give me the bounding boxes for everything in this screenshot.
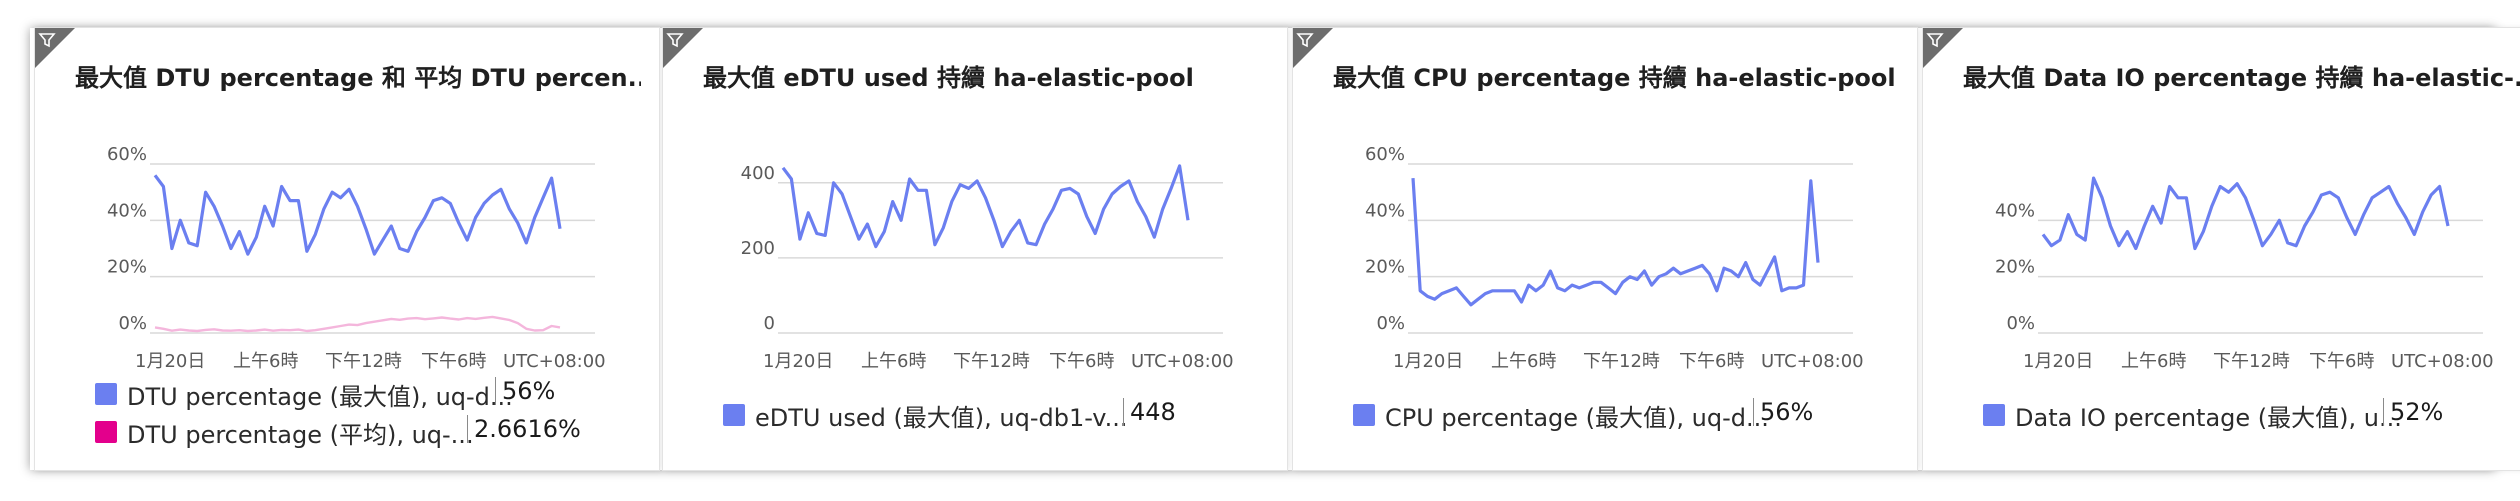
legend-item[interactable]: DTU percentage (平均), uq-... 2.6616% [95, 415, 615, 449]
tile-title: 最大值 DTU percentage 和 平均 DTU percen... [75, 64, 641, 92]
line-chart[interactable]: 60% 40% 20% 0% 1月20日 上午6時 下午12時 下午6時 UTC+08:00 [1293, 108, 1917, 388]
legend-label: Data IO percentage (最大值), u... [2015, 404, 2402, 432]
x-tick-label: 下午6時 [1679, 351, 1744, 372]
y-tick-label: 40% [1995, 200, 2035, 221]
legend-value: 56% [1753, 398, 1813, 426]
legend-value: 448 [1123, 398, 1176, 426]
x-tick-label: 上午6時 [2121, 351, 2186, 372]
tile-title: 最大值 Data IO percentage 持續 ha-elastic-... [1963, 64, 2520, 92]
y-tick-label: 200 [741, 238, 775, 259]
legend-swatch [723, 404, 745, 426]
chart-tile[interactable]: 最大值 eDTU used 持續 ha-elastic-pool 400 200 0 1… [663, 28, 1287, 470]
y-tick-label: 60% [1365, 144, 1405, 165]
y-tick-label: 0% [2006, 313, 2035, 334]
x-tick-label: 上午6時 [861, 351, 926, 372]
line-chart[interactable]: 40% 20% 0% 1月20日 上午6時 下午12時 下午6時 UTC+08:00 [1923, 108, 2520, 388]
filter-icon[interactable] [1293, 28, 1333, 68]
x-tick-label: 下午6時 [421, 351, 486, 372]
chart-tile[interactable]: 最大值 DTU percentage 和 平均 DTU percen... 60%… [35, 28, 659, 470]
legend-label: CPU percentage (最大值), uq-d... [1385, 404, 1769, 432]
x-tick-label: 下午12時 [325, 351, 402, 372]
legend-value: 2.6616% [467, 415, 581, 443]
series-line[interactable] [781, 164, 1190, 249]
y-tick-label: 20% [107, 257, 147, 278]
x-tick-label: 1月20日 [763, 351, 833, 372]
line-chart[interactable]: 60% 40% 20% 0% 1月20日 上午6時 下午12時 下午6時 UTC+08:00 [35, 108, 659, 388]
y-tick-label: 60% [107, 144, 147, 165]
x-tick-label: 上午6時 [233, 351, 298, 372]
timezone-label: UTC+08:00 [1761, 351, 1864, 372]
series-line[interactable] [154, 315, 561, 333]
filter-icon[interactable] [663, 28, 703, 68]
legend-item[interactable]: eDTU used (最大值), uq-db1-v... 448 [723, 398, 1243, 432]
x-tick-label: 下午12時 [1583, 351, 1660, 372]
legend-item[interactable]: DTU percentage (最大值), uq-d... 56% [95, 377, 615, 411]
x-tick-label: 下午6時 [1049, 351, 1114, 372]
series-line[interactable] [2041, 176, 2450, 251]
x-tick-label: 1月20日 [2023, 351, 2093, 372]
legend-swatch [1353, 404, 1375, 426]
y-tick-label: 0% [1376, 313, 1405, 334]
filter-icon[interactable] [35, 28, 75, 68]
chart-tile[interactable]: 最大值 Data IO percentage 持續 ha-elastic-...… [1923, 28, 2520, 470]
x-tick-label: 下午6時 [2309, 351, 2374, 372]
legend-label: DTU percentage (最大值), uq-d... [127, 383, 513, 411]
legend-label: eDTU used (最大值), uq-db1-v... [755, 404, 1128, 432]
filter-icon[interactable] [1923, 28, 1963, 68]
x-tick-label: 1月20日 [135, 351, 205, 372]
legend-swatch [1983, 404, 2005, 426]
legend-swatch [95, 421, 117, 443]
timezone-label: UTC+08:00 [503, 351, 606, 372]
y-tick-label: 40% [1365, 200, 1405, 221]
y-tick-label: 20% [1995, 257, 2035, 278]
y-tick-label: 400 [741, 163, 775, 184]
legend-value: 52% [2383, 398, 2443, 426]
x-tick-label: 1月20日 [1393, 351, 1463, 372]
y-tick-label: 0 [764, 313, 775, 334]
x-tick-label: 上午6時 [1491, 351, 1556, 372]
legend-item[interactable]: Data IO percentage (最大值), u... 52% [1983, 398, 2503, 432]
series-line[interactable] [153, 174, 562, 256]
legend-swatch [95, 383, 117, 405]
y-tick-label: 0% [118, 313, 147, 334]
chart-tile[interactable]: 最大值 CPU percentage 持續 ha-elastic-pool 60%… [1293, 28, 1917, 470]
legend-item[interactable]: CPU percentage (最大值), uq-d... 56% [1353, 398, 1873, 432]
timezone-label: UTC+08:00 [1131, 351, 1234, 372]
legend-label: DTU percentage (平均), uq-... [127, 421, 474, 449]
tile-title: 最大值 eDTU used 持續 ha-elastic-pool [703, 64, 1194, 92]
series-line[interactable] [1411, 177, 1820, 307]
tile-title: 最大值 CPU percentage 持續 ha-elastic-pool [1333, 64, 1896, 92]
legend-value: 56% [495, 377, 555, 405]
y-tick-label: 40% [107, 200, 147, 221]
y-tick-label: 20% [1365, 257, 1405, 278]
timezone-label: UTC+08:00 [2391, 351, 2494, 372]
x-tick-label: 下午12時 [2213, 351, 2290, 372]
x-tick-label: 下午12時 [953, 351, 1030, 372]
line-chart[interactable]: 400 200 0 1月20日 上午6時 下午12時 下午6時 UTC+08:00 [663, 108, 1287, 388]
